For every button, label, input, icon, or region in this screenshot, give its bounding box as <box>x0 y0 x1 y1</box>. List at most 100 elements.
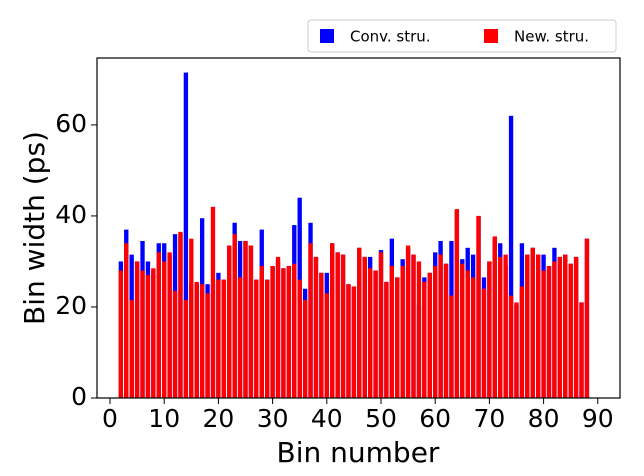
bar <box>535 254 541 398</box>
x-tick-label: 70 <box>473 404 505 433</box>
bar <box>297 279 302 398</box>
bar <box>162 261 167 398</box>
bar <box>546 266 552 398</box>
bar <box>530 247 535 398</box>
bar <box>145 275 151 398</box>
bar <box>525 254 530 398</box>
bar <box>330 243 335 398</box>
bar <box>221 279 226 398</box>
bar <box>156 252 161 398</box>
bar <box>492 236 497 398</box>
x-tick-label: 30 <box>257 404 289 433</box>
bar <box>118 270 124 398</box>
bar <box>573 256 579 398</box>
bar <box>498 256 503 398</box>
bar <box>313 256 319 398</box>
bar <box>568 263 573 398</box>
bar <box>476 215 481 398</box>
x-tick-label: 20 <box>202 404 234 433</box>
bar <box>541 270 546 398</box>
bar <box>216 279 221 398</box>
bar <box>319 272 324 398</box>
bar <box>579 302 584 398</box>
bar <box>487 261 492 398</box>
bar <box>172 291 178 398</box>
plot-frame <box>96 57 621 399</box>
x-tick-label: 60 <box>419 404 451 433</box>
bar <box>243 240 248 398</box>
bar <box>167 252 172 398</box>
bar <box>508 295 514 398</box>
bar <box>465 270 470 398</box>
x-tick-label: 80 <box>528 404 560 433</box>
x-tick-label: 50 <box>365 404 397 433</box>
bar <box>416 261 422 398</box>
bar <box>508 115 514 398</box>
y-tick-label: 40 <box>55 200 87 229</box>
bar <box>124 243 129 398</box>
bar <box>367 268 373 398</box>
x-axis-label: Bin number <box>277 436 440 469</box>
bar <box>134 261 140 398</box>
bar <box>151 268 156 398</box>
bar <box>503 254 508 398</box>
bar <box>519 286 525 398</box>
bar <box>481 288 487 398</box>
bar <box>411 254 416 398</box>
bar <box>438 254 443 398</box>
bar <box>514 302 519 398</box>
bar <box>308 243 313 398</box>
bar <box>270 266 275 398</box>
bar <box>460 263 465 398</box>
bar <box>335 252 340 398</box>
bar <box>227 245 232 398</box>
bar <box>395 277 400 398</box>
bar <box>178 231 183 398</box>
bar <box>563 254 568 398</box>
bar <box>275 256 281 398</box>
bar <box>427 272 432 398</box>
legend-swatch <box>320 29 334 43</box>
y-axis-label: Bin width (ps) <box>18 131 51 325</box>
bar <box>189 238 194 398</box>
bar <box>552 261 557 398</box>
bar <box>422 281 427 398</box>
bar <box>357 247 362 398</box>
legend-box <box>307 19 617 53</box>
bar <box>400 266 405 398</box>
bar <box>584 238 590 398</box>
bar <box>265 279 270 398</box>
bar <box>405 245 411 398</box>
x-tick-label: 40 <box>311 404 343 433</box>
bar <box>454 209 460 398</box>
bar <box>232 234 237 398</box>
bar <box>346 284 351 398</box>
bar <box>449 295 454 398</box>
bar <box>384 281 389 398</box>
y-tick-label: 0 <box>71 382 87 411</box>
bar <box>281 268 286 398</box>
bar <box>259 266 264 398</box>
x-tick-label: 90 <box>582 404 614 433</box>
y-tick-label: 60 <box>55 109 87 138</box>
bar <box>199 284 205 398</box>
legend-swatch <box>484 29 498 43</box>
bar <box>362 256 367 398</box>
bar <box>286 266 292 398</box>
x-tick-label: 10 <box>148 404 180 433</box>
bar <box>292 263 297 398</box>
bar <box>205 293 210 398</box>
legend-label: New. stru. <box>514 28 589 46</box>
bar <box>210 206 216 398</box>
bar <box>470 277 476 398</box>
bar <box>389 266 394 398</box>
bar <box>302 300 308 398</box>
legend-label: Conv. stru. <box>350 28 431 46</box>
bar <box>183 300 189 398</box>
x-tick-label: 0 <box>102 404 118 433</box>
bar <box>557 256 563 398</box>
bar <box>248 245 254 398</box>
bar <box>443 263 449 398</box>
bar <box>351 286 357 398</box>
